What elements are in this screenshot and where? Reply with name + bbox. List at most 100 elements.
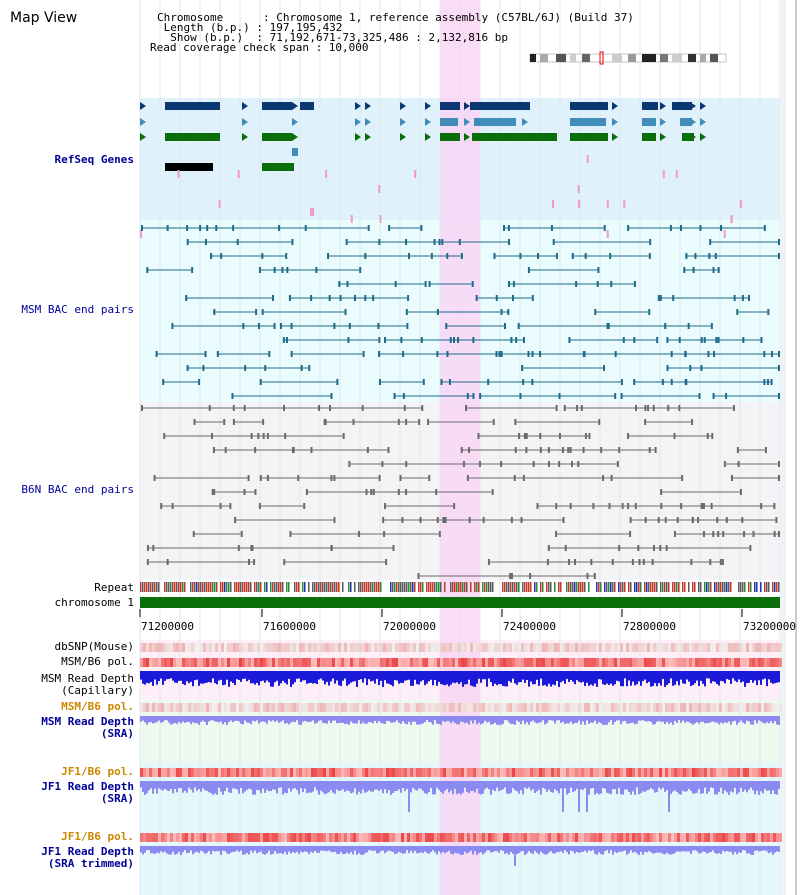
msm-pol-cell <box>575 658 578 667</box>
jf1-pol-trimmed-cell <box>200 833 203 842</box>
msm-depth-sra-bar <box>714 716 716 723</box>
variant-mark <box>378 185 381 193</box>
msm-depth-sra-bar <box>756 716 758 724</box>
msm-bac-pair-end <box>338 281 341 287</box>
jf1-depth-sra-bar <box>542 781 544 788</box>
gene-strand-arrow <box>690 133 696 141</box>
gene-strand-arrow <box>242 133 248 141</box>
jf1-depth-trimmed-bar <box>398 846 400 852</box>
msm-pol-cell <box>506 658 509 667</box>
jf1-pol-trimmed-cell <box>326 833 329 842</box>
msm-pol-sra-cell <box>287 703 290 712</box>
jf1-depth-trimmed-bar <box>284 846 286 852</box>
jf1-depth-sra-bar <box>456 781 458 795</box>
msm-bac-pair-end <box>471 281 474 287</box>
gene-strand-arrow <box>464 133 470 141</box>
msm-bac-pair-end <box>661 379 664 385</box>
jf1-depth-trimmed-bar <box>354 846 356 851</box>
msm-depth-capillary-bar <box>534 671 536 685</box>
jf1-depth-sra-bar <box>442 781 444 794</box>
msm-pol-sra-cell <box>227 703 230 712</box>
jf1-depth-sra-bar <box>712 781 714 788</box>
jf1-pol-trimmed-cell <box>149 833 152 842</box>
msm-depth-capillary-bar <box>646 671 648 684</box>
dbsnp-cell <box>389 643 392 652</box>
msm-pol-cell <box>635 658 638 667</box>
msm-depth-capillary-bar <box>514 671 516 684</box>
jf1-pol-trimmed-cell <box>320 833 323 842</box>
msm-depth-sra-bar <box>658 716 660 721</box>
jf1-depth-sra-bar <box>144 781 146 795</box>
gene-strand-arrow <box>292 102 298 110</box>
b6n-bac-pair-end <box>513 475 516 481</box>
msm-depth-capillary-bar <box>600 671 602 680</box>
b6n-bac-pair-end <box>652 545 655 551</box>
dbsnp-cell <box>530 643 533 652</box>
jf1-pol-cell <box>497 768 500 777</box>
msm-depth-sra-bar <box>398 716 400 723</box>
msm-pol-sra-cell <box>416 703 419 712</box>
msm-depth-capillary-bar <box>420 671 422 682</box>
msm-depth-capillary-bar <box>764 671 766 679</box>
jf1-depth-sra-bar <box>434 781 436 795</box>
dbsnp-cell <box>620 643 623 652</box>
jf1-depth-sra-bar <box>274 781 276 790</box>
jf1-depth-sra-bar <box>504 781 506 788</box>
msm-depth-capillary-bar <box>552 671 554 685</box>
ideogram-band <box>710 54 718 62</box>
jf1-depth-trimmed-bar <box>378 846 380 854</box>
dbsnp-cell <box>191 643 194 652</box>
repeat-element <box>308 582 310 592</box>
jf1-depth-sra-bar <box>778 781 780 790</box>
jf1-depth-trimmed-bar <box>754 846 756 851</box>
jf1-depth-trimmed-bar <box>486 846 488 851</box>
b6n-bac-pair-end <box>778 531 780 537</box>
repeat-element <box>484 582 486 592</box>
jf1-depth-trimmed-bar <box>650 846 652 853</box>
jf1-depth-sra-bar <box>194 781 196 788</box>
dbsnp-cell <box>173 643 176 652</box>
track-label-b6n-bac[interactable]: B6N BAC end pairs <box>21 483 134 496</box>
jf1-depth-sra-bar <box>340 781 342 791</box>
b6n-bac-pair-end <box>405 489 408 495</box>
ideogram-position-marker <box>599 51 604 65</box>
dbsnp-cell <box>170 643 173 652</box>
dbsnp-cell <box>605 643 608 652</box>
b6n-bac-pair-end <box>659 545 662 551</box>
msm-depth-capillary-bar <box>252 671 254 684</box>
track-label-refseq-genes[interactable]: RefSeq Genes <box>54 153 134 166</box>
jf1-depth-sra-bar <box>408 781 410 812</box>
msm-depth-capillary-bar <box>742 671 744 682</box>
msm-depth-sra-bar <box>166 716 168 721</box>
jf1-pol-cell <box>542 768 545 777</box>
gene-strand-arrow <box>660 133 666 141</box>
repeat-element <box>578 582 580 592</box>
msm-depth-capillary-bar <box>652 671 654 687</box>
dbsnp-cell <box>479 643 482 652</box>
msm-depth-capillary-bar <box>606 671 608 684</box>
jf1-depth-sra-bar <box>168 781 170 792</box>
msm-pol-sra-cell <box>689 703 692 712</box>
msm-depth-sra-bar <box>618 716 620 721</box>
msm-pol-cell <box>566 658 569 667</box>
jf1-pol-trimmed-cell <box>530 833 533 842</box>
msm-depth-sra-bar <box>418 716 420 725</box>
msm-pol-cell <box>692 658 695 667</box>
jf1-depth-trimmed-bar <box>372 846 374 852</box>
jf1-depth-sra-bar <box>148 781 150 791</box>
jf1-depth-sra-bar <box>228 781 230 793</box>
msm-depth-sra-bar <box>216 716 218 722</box>
b6n-bac-pair-end <box>427 419 430 425</box>
msm-depth-capillary-bar <box>346 671 348 686</box>
msm-bac-pair-end <box>285 253 288 259</box>
msm-pol-cell <box>296 658 299 667</box>
track-label-msm-bac[interactable]: MSM BAC end pairs <box>21 303 134 316</box>
msm-depth-capillary-bar <box>460 671 462 683</box>
msm-depth-sra-bar <box>192 716 194 723</box>
msm-depth-capillary-bar <box>748 671 750 683</box>
jf1-depth-sra-bar <box>766 781 768 791</box>
jf1-depth-trimmed-bar <box>584 846 586 851</box>
msm-depth-capillary-bar <box>412 671 414 686</box>
msm-pol-sra-cell <box>599 703 602 712</box>
jf1-pol-cell <box>170 768 173 777</box>
